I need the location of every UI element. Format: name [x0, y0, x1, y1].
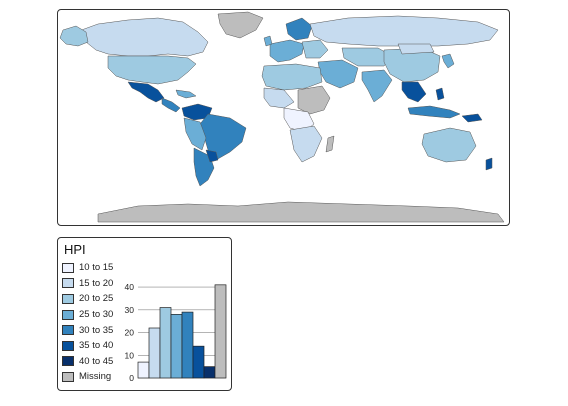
region-caribbean [175, 89, 197, 99]
legend-swatch [62, 262, 74, 273]
region-uk [263, 35, 273, 47]
legend-item: 25 to 30 [62, 307, 113, 323]
region-alaska [59, 25, 89, 47]
region-madagascar [325, 135, 335, 153]
legend-swatch [62, 309, 74, 320]
legend-title: HPI [64, 242, 86, 257]
region-antarctica [97, 201, 505, 223]
legend-histogram: 0 10 20 30 40 [125, 282, 227, 383]
legend-item: 20 to 25 [62, 291, 113, 307]
legend-label: 40 to 45 [79, 355, 114, 367]
hist-tick-label: 20 [125, 328, 135, 338]
region-mongolia [397, 43, 435, 55]
legend-label: 20 to 25 [79, 293, 114, 305]
region-papua [461, 113, 483, 123]
region-usa [107, 55, 197, 85]
world-map-svg [59, 11, 505, 223]
region-middle-east [317, 59, 359, 89]
hist-bar [159, 307, 172, 379]
region-europe-west [269, 39, 305, 63]
legend-swatch [62, 278, 74, 289]
hist-tick-label: 30 [125, 305, 135, 315]
region-australia [421, 127, 477, 163]
legend-label: 15 to 20 [79, 277, 114, 289]
legend-item: 10 to 15 [62, 260, 113, 276]
region-central-asia [341, 47, 393, 67]
region-central-america [161, 97, 181, 113]
legend-label: 30 to 35 [79, 324, 114, 336]
hist-bar [148, 327, 161, 379]
region-west-africa [263, 87, 295, 109]
legend-item: 35 to 40 [62, 338, 113, 354]
region-peru-bolivia [183, 117, 207, 151]
region-scandinavia [285, 17, 313, 41]
legend-items: 10 to 15 15 to 20 20 to 25 25 to 30 30 t… [62, 260, 113, 385]
region-north-africa [261, 63, 323, 91]
legend-label: Missing [79, 371, 112, 383]
hist-bar [214, 284, 227, 379]
world-map [57, 9, 510, 226]
hist-bar [181, 311, 194, 379]
legend-swatch [62, 356, 74, 367]
region-southeast-asia [401, 81, 427, 103]
legend-swatch [62, 371, 74, 382]
hist-tick-label: 40 [125, 282, 135, 292]
region-korea-japan [441, 53, 455, 69]
legend-item: 40 to 45 [62, 354, 113, 370]
legend-label: 10 to 15 [79, 262, 114, 274]
hist-bar [137, 361, 150, 379]
hist-bar [170, 314, 183, 379]
legend-item: 30 to 35 [62, 322, 113, 338]
legend-label: 25 to 30 [79, 309, 114, 321]
region-mexico [127, 81, 165, 103]
region-europe-east [301, 39, 329, 59]
legend-item: 15 to 20 [62, 276, 113, 292]
region-indonesia [407, 105, 461, 119]
region-canada [75, 17, 209, 57]
region-philippines [435, 87, 445, 101]
region-india [361, 69, 393, 103]
legend-swatch [62, 325, 74, 336]
hist-tick-label: 0 [129, 373, 134, 383]
region-new-zealand [485, 157, 493, 171]
legend-item: Missing [62, 369, 113, 385]
region-uruguay-paraguay [205, 149, 219, 163]
map-legend: HPI 10 to 15 15 to 20 20 to 25 25 to 30 … [57, 237, 232, 391]
region-russia [309, 15, 499, 47]
region-east-africa [297, 85, 331, 115]
region-greenland [217, 11, 264, 39]
legend-swatch [62, 293, 74, 304]
legend-swatch [62, 340, 74, 351]
legend-label: 35 to 40 [79, 340, 114, 352]
region-southern-africa [289, 125, 323, 163]
hist-tick-label: 10 [125, 350, 135, 360]
hist-bar [203, 366, 216, 379]
hist-bar [192, 345, 205, 379]
